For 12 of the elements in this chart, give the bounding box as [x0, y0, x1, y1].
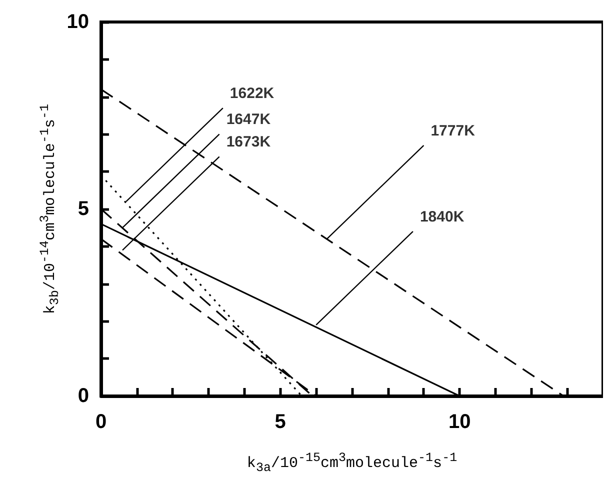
y-tick-label: 0: [78, 385, 89, 407]
x-tick-label: 5: [274, 411, 286, 433]
annotation: 1647K: [226, 111, 271, 128]
x-tick-label: 10: [448, 411, 471, 433]
annotation: 1777K: [430, 122, 476, 140]
annotation: 1673K: [226, 134, 271, 151]
annotation: 1622K: [230, 85, 274, 102]
y-tick-label: 10: [66, 11, 89, 33]
annotation: 1840K: [420, 208, 464, 226]
y-tick-label: 5: [78, 198, 89, 220]
x-tick-label: 0: [95, 411, 107, 433]
text: k$_{3a}$/10$^{-15}$cm$^{3}$molecule$^{-1}$s$^{-1}$: [246, 451, 458, 475]
